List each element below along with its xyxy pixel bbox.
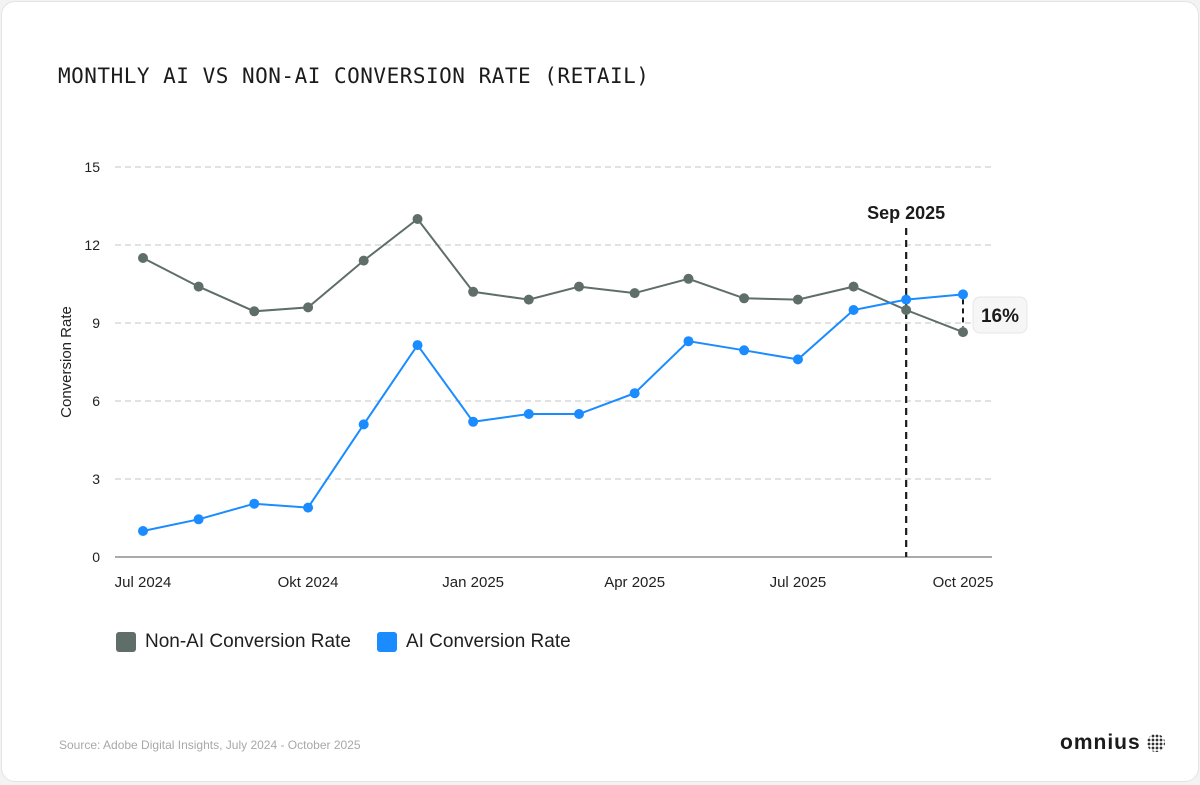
data-point-0 xyxy=(303,302,314,313)
gap-label: 16% xyxy=(981,306,1019,327)
legend: Non-AI Conversion Rate AI Conversion Rat… xyxy=(116,631,571,653)
data-point-1 xyxy=(683,336,694,347)
data-point-0 xyxy=(958,327,968,338)
data-point-1 xyxy=(958,289,968,300)
data-point-0 xyxy=(468,286,479,297)
logo-text: omnius xyxy=(1060,731,1141,754)
y-tick-label: 6 xyxy=(92,393,100,409)
x-tick-label: Jan 2025 xyxy=(442,574,504,591)
omnius-logo: omnius xyxy=(1060,731,1165,755)
gap-label-box xyxy=(972,296,1028,334)
data-point-1 xyxy=(523,409,534,419)
data-point-0 xyxy=(574,281,585,292)
data-point-1 xyxy=(792,354,803,365)
data-point-0 xyxy=(358,255,369,266)
series-line-0 xyxy=(142,217,964,334)
data-point-0 xyxy=(739,293,750,304)
data-point-1 xyxy=(138,526,148,536)
data-point-1 xyxy=(574,409,585,419)
data-point-0 xyxy=(523,294,534,305)
y-tick-label: 0 xyxy=(92,549,100,565)
x-tick-label: Oct 2025 xyxy=(933,574,994,591)
legend-item-non-ai[interactable]: Non-AI Conversion Rate xyxy=(116,631,351,653)
data-point-0 xyxy=(848,281,859,292)
data-point-0 xyxy=(138,253,148,263)
data-point-1 xyxy=(249,498,260,509)
sep-2025-marker-label: Sep 2025 xyxy=(867,203,945,223)
data-point-1 xyxy=(901,294,912,305)
data-point-0 xyxy=(249,306,260,317)
data-point-1 xyxy=(358,419,369,430)
data-point-0 xyxy=(683,273,694,284)
x-tick-label: Jul 2025 xyxy=(770,574,827,591)
data-point-1 xyxy=(739,345,750,356)
y-tick-label: 12 xyxy=(84,237,100,253)
x-tick-label: Apr 2025 xyxy=(604,574,665,591)
x-tick-label: Okt 2024 xyxy=(278,574,339,591)
data-point-0 xyxy=(901,305,912,315)
data-point-0 xyxy=(193,281,204,292)
source-note: Source: Adobe Digital Insights, July 202… xyxy=(59,738,361,752)
y-axis-label: Conversion Rate xyxy=(58,306,75,418)
legend-swatch-ai xyxy=(376,632,397,652)
data-point-1 xyxy=(468,416,479,427)
chart-title: MONTHLY AI VS NON-AI CONVERSION RATE (RE… xyxy=(58,64,650,88)
x-tick-label: Jul 2024 xyxy=(115,574,172,591)
logo-dots-icon xyxy=(1146,734,1165,752)
legend-label-ai: AI Conversion Rate xyxy=(405,631,571,652)
data-point-1 xyxy=(303,502,314,513)
y-tick-label: 9 xyxy=(92,315,100,331)
data-point-1 xyxy=(629,388,640,399)
data-point-1 xyxy=(848,305,859,315)
data-point-0 xyxy=(629,288,640,299)
data-point-1 xyxy=(412,340,423,351)
legend-swatch-non-ai xyxy=(116,632,136,652)
y-tick-label: 3 xyxy=(92,471,100,487)
data-point-1 xyxy=(193,514,204,525)
legend-item-ai[interactable]: AI Conversion Rate xyxy=(376,631,571,653)
legend-label-non-ai: Non-AI Conversion Rate xyxy=(145,631,351,652)
y-tick-label: 15 xyxy=(84,159,100,175)
series-line-1 xyxy=(142,293,964,532)
data-point-0 xyxy=(792,294,803,305)
data-point-0 xyxy=(412,214,423,224)
